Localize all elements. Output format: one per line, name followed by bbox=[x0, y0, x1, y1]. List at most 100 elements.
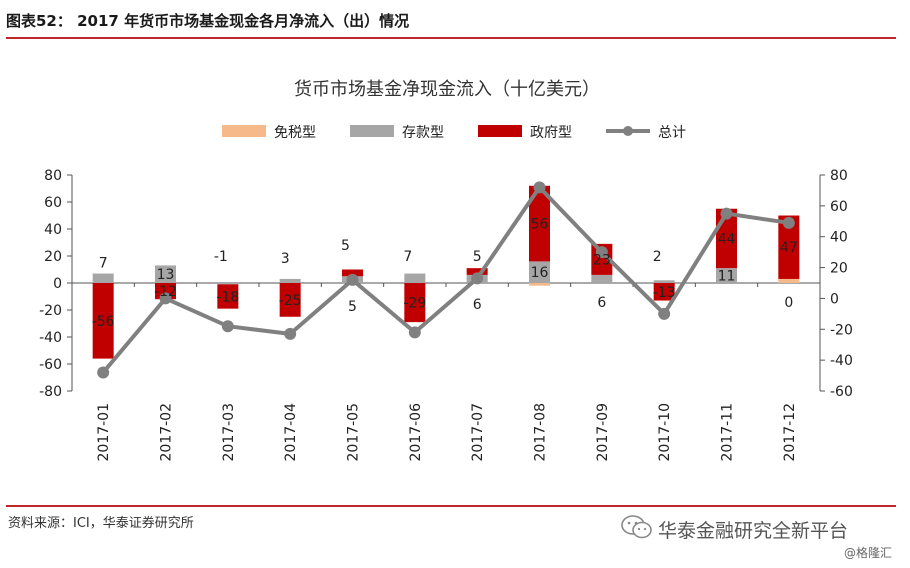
data-label-2017-04-政府型: -25 bbox=[279, 293, 302, 309]
net-flow-chart: 货币市场基金净现金流入（十亿美元） 免税型 存款型 政府型 总计 -80 -60 -40 -… bbox=[39, 79, 853, 462]
category-tick-label: 2017-09 bbox=[595, 403, 611, 462]
left-tick-label: -60 bbox=[39, 357, 62, 373]
data-label-2017-05-政府型: 5 bbox=[348, 299, 357, 315]
bar-存款型-2017-02 bbox=[155, 265, 176, 283]
total-point-2017-02 bbox=[159, 292, 172, 305]
data-label-2017-03-存款型: -1 bbox=[214, 249, 228, 265]
bar-政府型-2017-04 bbox=[279, 283, 301, 317]
bar-政府型-2017-01 bbox=[92, 283, 114, 359]
category-tick-label: 2017-11 bbox=[720, 403, 736, 462]
legend-swatch-total-point bbox=[623, 126, 633, 136]
data-label-2017-10-存款型: 2 bbox=[653, 249, 662, 265]
header-rule bbox=[6, 37, 896, 39]
data-label-2017-12-政府型: 47 bbox=[780, 240, 798, 256]
bar-政府型-2017-07 bbox=[466, 268, 488, 275]
total-line bbox=[97, 181, 795, 379]
data-label-2017-09-存款型: 6 bbox=[597, 295, 606, 311]
bar-存款型-2017-10 bbox=[653, 280, 675, 283]
bar-政府型-2017-03 bbox=[217, 284, 239, 309]
category-tick-label: 2017-06 bbox=[408, 403, 424, 462]
left-tick-label: -40 bbox=[39, 330, 62, 346]
chart-bars bbox=[92, 185, 800, 359]
bar-存款型-2017-09 bbox=[591, 274, 613, 283]
data-label-2017-01-存款型: 7 bbox=[99, 256, 108, 272]
category-tick-label: 2017-08 bbox=[533, 403, 549, 462]
right-tick-label: 20 bbox=[830, 261, 848, 277]
watermark-sub: @格隆汇 bbox=[843, 546, 892, 560]
data-label-2017-06-政府型: -29 bbox=[403, 296, 426, 312]
data-label-2017-02-政府型: -12 bbox=[154, 284, 177, 300]
bar-免税型-2017-08 bbox=[529, 283, 550, 286]
total-point-2017-05 bbox=[346, 273, 359, 286]
bar-存款型-2017-03 bbox=[217, 283, 239, 285]
category-tick-label: 2017-12 bbox=[782, 403, 798, 462]
right-tick-label: 0 bbox=[830, 291, 839, 307]
bar-政府型-2017-08 bbox=[529, 185, 550, 262]
left-tick-label: 60 bbox=[44, 195, 62, 211]
legend-label-存款型: 存款型 bbox=[402, 125, 444, 141]
total-point-2017-10 bbox=[658, 307, 671, 320]
category-tick-label: 2017-10 bbox=[657, 403, 673, 462]
data-label-2017-05-存款型: 5 bbox=[341, 238, 350, 254]
data-label-2017-04-存款型: 3 bbox=[281, 251, 290, 267]
data-label-2017-06-存款型: 7 bbox=[403, 249, 412, 265]
chart-legend: 免税型 存款型 政府型 总计 bbox=[222, 125, 686, 141]
total-point-2017-12 bbox=[782, 216, 795, 229]
bar-政府型-2017-02 bbox=[155, 283, 176, 300]
chart-axes: -80-60-40-20020406080-60-40-200204060802… bbox=[39, 168, 853, 462]
bar-政府型-2017-12 bbox=[778, 215, 800, 279]
data-label-2017-10-政府型: -13 bbox=[653, 285, 676, 301]
category-tick-label: 2017-03 bbox=[221, 403, 237, 462]
category-tick-label: 2017-01 bbox=[96, 403, 112, 462]
legend-label-总计: 总计 bbox=[658, 125, 686, 141]
bar-政府型-2017-05 bbox=[342, 269, 363, 277]
category-tick-label: 2017-05 bbox=[346, 403, 362, 462]
total-point-2017-04 bbox=[284, 327, 297, 340]
total-point-2017-06 bbox=[408, 326, 421, 339]
left-tick-label: -80 bbox=[39, 384, 62, 400]
bar-存款型-2017-08 bbox=[529, 261, 550, 283]
data-label-2017-09-政府型: 23 bbox=[593, 252, 611, 268]
right-tick-label: 80 bbox=[830, 168, 848, 184]
data-label-2017-02-存款型: 13 bbox=[157, 267, 175, 283]
legend-swatch-政府型 bbox=[478, 125, 522, 137]
data-label-2017-12-存款型: 0 bbox=[784, 295, 793, 311]
data-label-2017-03-政府型: -18 bbox=[216, 290, 239, 306]
data-label-2017-11-存款型: 11 bbox=[718, 269, 736, 285]
data-label-2017-01-政府型: -56 bbox=[92, 314, 115, 330]
figure-title: 图表52： 2017 年货币市场基金现金各月净流入（出）情况 bbox=[6, 12, 410, 30]
legend-label-免税型: 免税型 bbox=[274, 125, 316, 141]
total-point-2017-09 bbox=[595, 246, 608, 259]
data-label-2017-11-政府型: 44 bbox=[718, 231, 736, 247]
source-note: 资料来源：ICI，华泰证券研究所 bbox=[8, 516, 194, 531]
data-label-2017-08-政府型: 56 bbox=[531, 217, 549, 233]
footer-rule bbox=[6, 505, 896, 507]
left-tick-label: -20 bbox=[39, 303, 62, 319]
category-tick-label: 2017-04 bbox=[283, 403, 299, 462]
chart-title: 货币市场基金净现金流入（十亿美元） bbox=[294, 79, 600, 100]
total-point-2017-08 bbox=[533, 181, 546, 194]
bar-政府型-2017-06 bbox=[404, 283, 426, 323]
total-point-2017-01 bbox=[97, 366, 110, 379]
bar-存款型-2017-11 bbox=[716, 268, 737, 283]
bar-存款型-2017-04 bbox=[279, 278, 301, 283]
legend-swatch-存款型 bbox=[350, 125, 394, 137]
left-tick-label: 20 bbox=[44, 249, 62, 265]
right-tick-label: 60 bbox=[830, 199, 848, 215]
bar-存款型-2017-06 bbox=[404, 273, 426, 283]
category-tick-label: 2017-07 bbox=[470, 403, 486, 462]
right-tick-label: -20 bbox=[830, 322, 853, 338]
left-tick-label: 40 bbox=[44, 222, 62, 238]
legend-swatch-免税型 bbox=[222, 125, 266, 137]
left-tick-label: 0 bbox=[53, 276, 62, 292]
wechat-icon bbox=[621, 515, 652, 539]
right-tick-label: -60 bbox=[830, 384, 853, 400]
bar-政府型-2017-10 bbox=[653, 283, 675, 301]
bar-免税型-2017-12 bbox=[778, 278, 800, 283]
watermark: 华泰金融研究全新平台 @格隆汇 bbox=[620, 514, 900, 564]
legend-label-政府型: 政府型 bbox=[530, 125, 572, 141]
right-tick-label: -40 bbox=[830, 353, 853, 369]
data-label-2017-08-存款型: 16 bbox=[531, 265, 549, 281]
category-tick-label: 2017-02 bbox=[159, 403, 175, 462]
total-point-2017-07 bbox=[471, 272, 484, 285]
